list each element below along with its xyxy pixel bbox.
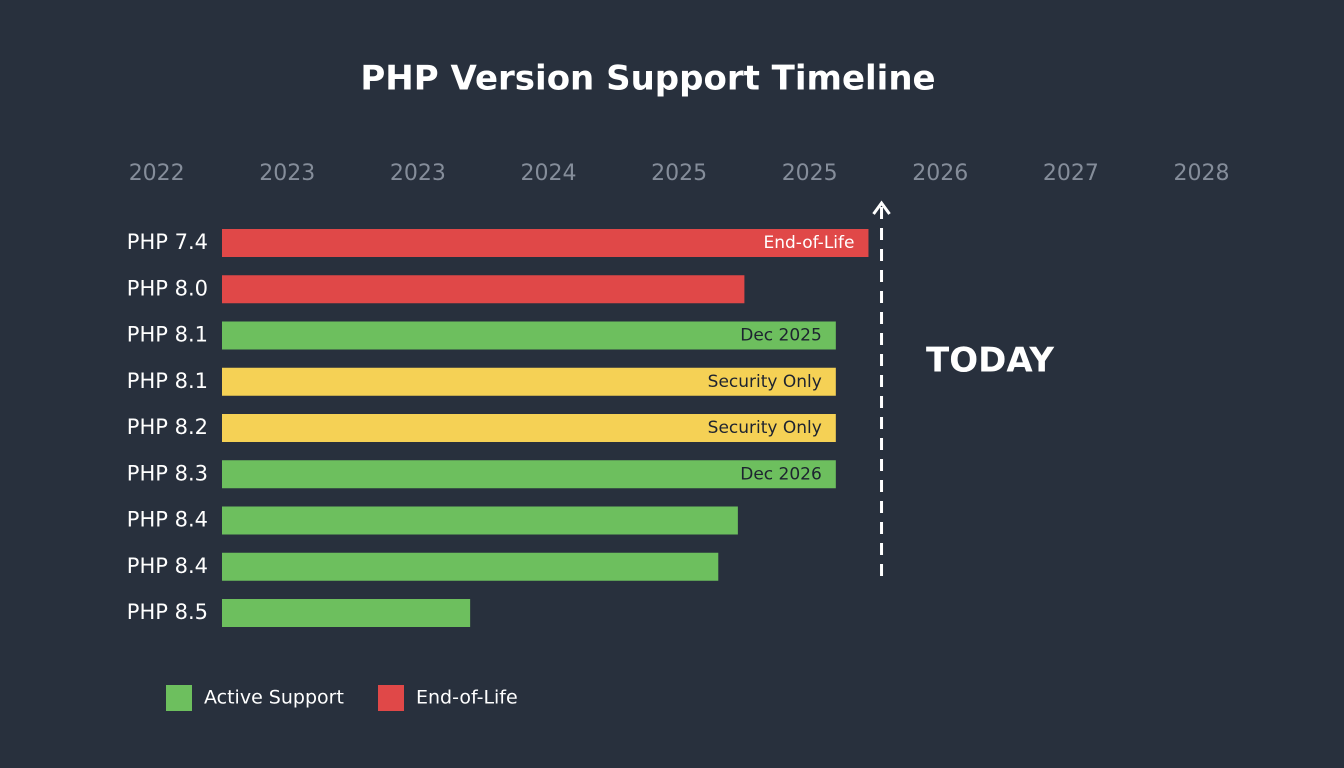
bar [222, 506, 738, 535]
bar [222, 414, 836, 442]
x-tick-label: 2023 [259, 161, 315, 186]
x-tick-label: 2024 [521, 161, 577, 186]
today-label: TODAY [926, 341, 1054, 381]
bar [222, 552, 719, 581]
legend-swatch [166, 685, 192, 711]
legend-label: End-of-Life [416, 687, 518, 709]
bar [222, 460, 836, 489]
legend-label: Active Support [204, 687, 344, 709]
bar [222, 599, 471, 627]
y-tick-label: PHP 8.1 [127, 323, 208, 347]
x-tick-label: 2028 [1174, 161, 1230, 186]
x-tick-label: 2023 [390, 161, 446, 186]
bar [222, 275, 745, 304]
bar-label: Dec 2026 [740, 464, 822, 484]
bar-label: Security Only [708, 372, 822, 392]
y-tick-label: PHP 7.4 [127, 230, 208, 254]
bar [222, 321, 836, 350]
bar [222, 367, 836, 396]
chart-title: PHP Version Support Timeline [360, 59, 935, 99]
bar-label: Dec 2025 [740, 326, 822, 346]
y-tick-label: PHP 8.3 [127, 461, 208, 485]
y-tick-label: PHP 8.4 [127, 554, 208, 578]
y-tick-label: PHP 8.0 [127, 276, 208, 300]
legend-swatch [378, 685, 404, 711]
bar [222, 229, 869, 257]
y-tick-label: PHP 8.4 [127, 508, 208, 532]
x-tick-label: 2026 [912, 161, 968, 186]
bar-label: Security Only [708, 418, 822, 438]
x-tick-label: 2027 [1043, 161, 1099, 186]
y-tick-label: PHP 8.2 [127, 415, 208, 439]
bar-label: End-of-Life [763, 233, 854, 253]
y-tick-label: PHP 8.5 [127, 600, 208, 624]
today-arrow [872, 200, 891, 215]
x-tick-label: 2025 [782, 161, 838, 186]
y-tick-label: PHP 8.1 [127, 369, 208, 393]
x-tick-label: 2025 [651, 161, 707, 186]
x-tick-label: 2022 [129, 161, 185, 186]
